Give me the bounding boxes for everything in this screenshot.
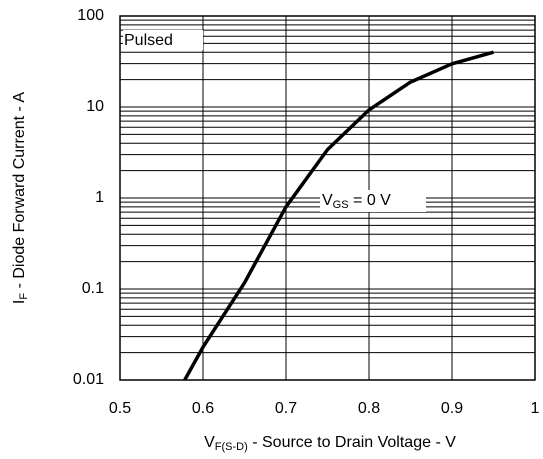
y-axis-label-part: F [18,293,30,300]
x-tick-label: 0.6 [192,400,214,417]
y-axis-label: IF - Diode Forward Current - A [11,92,30,304]
annotation-part: V [322,192,333,209]
annotation-part: GS [333,199,349,211]
y-axis-label-part: I [11,300,28,304]
x-tick-label: 0.8 [358,400,380,417]
y-tick-label: 0.01 [73,371,104,388]
annotation-part: = 0 V [349,192,392,209]
x-tick-label: 0.7 [275,400,297,417]
x-axis-label-part: - Source to Drain Voltage - V [248,434,456,451]
x-tick-label: 1 [531,400,540,417]
data-line [183,50,494,381]
y-axis-label-part: - Diode Forward Current - A [11,92,28,293]
annotation: VGS = 0 V [322,192,391,211]
annotation: Pulsed [124,32,173,49]
x-axis-label: VF(S-D) - Source to Drain Voltage - V [204,434,456,453]
annotation-bg [123,30,203,50]
y-tick-label: 10 [86,98,104,115]
annotation-bg [320,190,426,212]
x-tick-label: 0.9 [441,400,463,417]
x-axis-label-part: F(S-D) [215,441,248,453]
x-axis-label-part: V [204,434,215,451]
x-tick-label: 0.5 [109,400,131,417]
y-tick-label: 100 [77,7,104,24]
y-tick-label: 1 [95,189,104,206]
annotation-part: Pulsed [124,32,173,49]
plot-frame [119,15,536,381]
y-tick-label: 0.1 [82,280,104,297]
